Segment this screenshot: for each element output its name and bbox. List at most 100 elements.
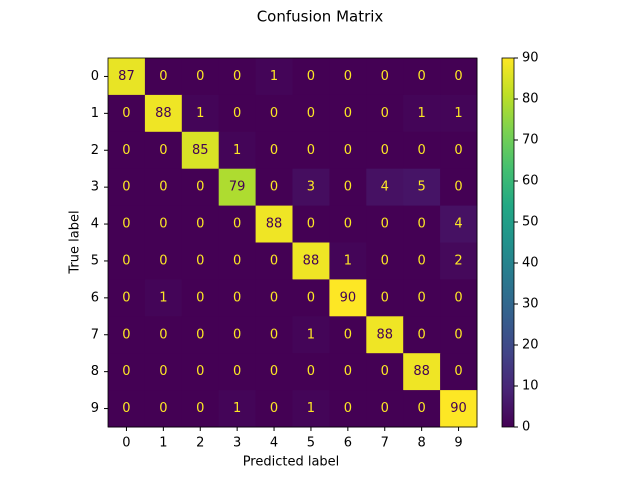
cell-label: 79 bbox=[229, 180, 246, 195]
colorbar-tick-label: 80 bbox=[522, 92, 539, 107]
x-tick-label: 3 bbox=[233, 436, 241, 451]
cell-label: 0 bbox=[381, 290, 389, 305]
cell-label: 0 bbox=[270, 364, 278, 379]
cell-label: 0 bbox=[418, 253, 426, 268]
cell bbox=[292, 353, 330, 391]
cell-label: 0 bbox=[122, 401, 130, 416]
cell-label: 0 bbox=[381, 69, 389, 84]
cell-label: 0 bbox=[159, 401, 167, 416]
cell-label: 0 bbox=[122, 143, 130, 158]
cell bbox=[366, 242, 404, 280]
y-tick-label: 4 bbox=[91, 217, 99, 232]
cell bbox=[292, 131, 330, 170]
colorbar-tick-label: 60 bbox=[522, 174, 539, 189]
cell bbox=[366, 168, 404, 207]
cell-label: 0 bbox=[381, 253, 389, 268]
cell-label: 0 bbox=[418, 217, 426, 232]
x-axis-label: Predicted label bbox=[243, 455, 340, 470]
cell-label: 0 bbox=[196, 401, 204, 416]
cell-label: 1 bbox=[233, 143, 241, 158]
cell-label: 0 bbox=[454, 143, 462, 158]
cell bbox=[181, 390, 220, 428]
cell bbox=[366, 316, 404, 354]
cell bbox=[181, 168, 220, 207]
cell bbox=[108, 205, 146, 243]
cell-label: 0 bbox=[418, 401, 426, 416]
cell bbox=[255, 242, 293, 280]
cell-label: 0 bbox=[159, 180, 167, 195]
cell bbox=[403, 279, 441, 317]
cell-label: 90 bbox=[450, 401, 467, 416]
cell-label: 0 bbox=[381, 143, 389, 158]
cell-label: 0 bbox=[307, 69, 315, 84]
x-tick-label: 8 bbox=[418, 436, 426, 451]
cell-label: 0 bbox=[196, 327, 204, 342]
cell-label: 3 bbox=[307, 180, 315, 195]
cell-label: 0 bbox=[270, 180, 278, 195]
colorbar bbox=[501, 57, 515, 428]
cell-label: 85 bbox=[192, 143, 209, 158]
cell bbox=[440, 58, 478, 96]
cell bbox=[329, 131, 367, 170]
cell-label: 0 bbox=[344, 180, 352, 195]
cell-label: 0 bbox=[381, 217, 389, 232]
cell-label: 0 bbox=[122, 327, 130, 342]
cell bbox=[292, 316, 330, 354]
y-tick-label: 6 bbox=[91, 290, 99, 305]
cell-label: 88 bbox=[303, 253, 320, 268]
cell bbox=[144, 353, 183, 391]
cell-label: 0 bbox=[159, 364, 167, 379]
cell-label: 1 bbox=[454, 106, 462, 121]
cell-label: 0 bbox=[233, 106, 241, 121]
cell bbox=[329, 353, 367, 391]
cell-label: 0 bbox=[196, 217, 204, 232]
cell bbox=[181, 131, 220, 170]
cell-label: 0 bbox=[122, 253, 130, 268]
y-tick-label: 5 bbox=[91, 253, 99, 268]
cell-label: 0 bbox=[270, 253, 278, 268]
cell-label: 0 bbox=[344, 401, 352, 416]
cell bbox=[403, 242, 441, 280]
cell-label: 1 bbox=[270, 69, 278, 84]
cell-label: 88 bbox=[155, 106, 172, 121]
cell-label: 0 bbox=[196, 180, 204, 195]
cell bbox=[292, 242, 330, 280]
cell-label: 0 bbox=[307, 290, 315, 305]
y-axis-label: True label bbox=[68, 210, 83, 274]
cell-label: 0 bbox=[233, 69, 241, 84]
cell bbox=[440, 242, 478, 280]
cell bbox=[108, 390, 146, 428]
cell-label: 0 bbox=[381, 106, 389, 121]
cell-label: 0 bbox=[270, 106, 278, 121]
cell bbox=[144, 94, 183, 133]
cell bbox=[108, 353, 146, 391]
cell-label: 0 bbox=[196, 69, 204, 84]
cell-label: 0 bbox=[159, 327, 167, 342]
cell bbox=[329, 205, 367, 243]
cell-label: 88 bbox=[376, 327, 393, 342]
cell bbox=[292, 279, 330, 317]
cell bbox=[403, 94, 441, 133]
cell bbox=[366, 390, 404, 428]
cell bbox=[144, 316, 183, 354]
x-tick-label: 4 bbox=[270, 436, 278, 451]
colorbar-tick-label: 0 bbox=[522, 420, 530, 435]
cell bbox=[144, 205, 183, 243]
cell bbox=[403, 205, 441, 243]
cell bbox=[329, 390, 367, 428]
cell bbox=[218, 353, 257, 391]
cell-label: 0 bbox=[381, 364, 389, 379]
cell-label: 0 bbox=[381, 401, 389, 416]
cell-label: 0 bbox=[270, 143, 278, 158]
cell-label: 0 bbox=[122, 290, 130, 305]
cell bbox=[255, 353, 293, 391]
cell-label: 0 bbox=[344, 217, 352, 232]
cell-label: 1 bbox=[418, 106, 426, 121]
cell bbox=[218, 242, 257, 280]
colorbar-tick-label: 90 bbox=[522, 51, 539, 66]
colorbar-tick-label: 30 bbox=[522, 297, 539, 312]
cell-label: 0 bbox=[159, 143, 167, 158]
cell bbox=[255, 390, 293, 428]
cell-label: 1 bbox=[344, 253, 352, 268]
cell bbox=[292, 205, 330, 243]
